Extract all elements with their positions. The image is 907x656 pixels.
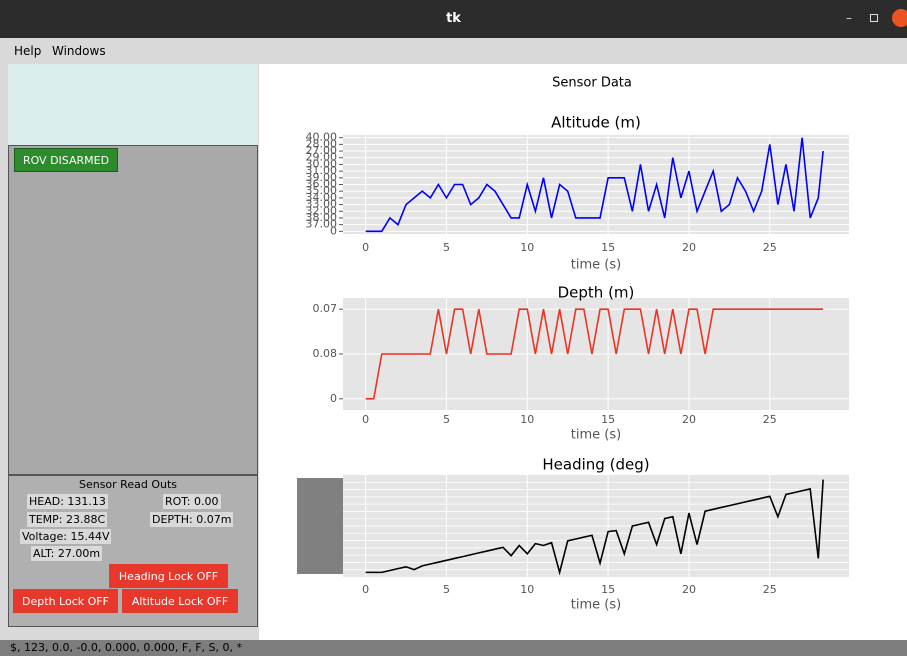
x-tick-label: 5 [443, 413, 450, 426]
readout: TEMP: 23.88C [27, 512, 108, 527]
x-tick-label: 0 [362, 583, 369, 596]
data-line [365, 308, 824, 400]
y-tick-label: 29.00 [306, 151, 338, 164]
x-tick-label: 25 [763, 583, 777, 596]
y-tick-label: 33.00 [306, 198, 338, 211]
status-bar: $, 123, 0.0, -0.0, 0.000, 0.000, F, F, S… [0, 640, 907, 656]
y-tick-label: 35.00 [306, 184, 338, 197]
x-tick-label: 10 [520, 583, 534, 596]
x-tick-label: 15 [601, 583, 615, 596]
camera-area [8, 64, 258, 145]
x-tick-label: 25 [763, 413, 777, 426]
title-bar: tk – [0, 0, 907, 38]
window-title: tk [446, 11, 461, 26]
x-tick-label: 10 [520, 413, 534, 426]
depth-lock-button[interactable]: Depth Lock OFF [13, 589, 118, 613]
menu-item[interactable]: Windows [52, 44, 106, 58]
y-tick-label: 34.00 [306, 191, 338, 204]
x-tick-label: 10 [520, 241, 534, 254]
figure: Sensor Data Altitude (m) time (s) 0 5 10 15 20… [259, 64, 907, 640]
data-line [365, 137, 824, 233]
y-tick-label: 0 [330, 392, 337, 405]
arm-status-button[interactable]: ROV DISARMED [14, 148, 118, 172]
x-tick-label: 0 [362, 241, 369, 254]
chart-title: Depth (m) [558, 284, 635, 302]
control-panel [8, 145, 258, 475]
readout: HEAD: 131.13 [27, 494, 108, 509]
y-tick-label: 0 [330, 224, 337, 237]
x-axis-label: time (s) [571, 598, 621, 613]
overlapping-tick-labels [297, 478, 343, 574]
x-tick-label: 5 [443, 241, 450, 254]
readout: DEPTH: 0.07m [150, 512, 234, 527]
y-tick-label: 32.00 [306, 204, 338, 217]
y-tick-label: 30.00 [306, 157, 338, 170]
heading-lock-button[interactable]: Heading Lock OFF [109, 564, 228, 588]
x-tick-label: 20 [682, 583, 696, 596]
x-tick-label: 15 [601, 413, 615, 426]
y-tick-label: 0.07 [313, 302, 338, 315]
x-tick-label: 20 [682, 413, 696, 426]
x-axis-label: time (s) [571, 258, 621, 273]
altitude-lock-button[interactable]: Altitude Lock OFF [122, 589, 238, 613]
minimize-button[interactable]: – [846, 11, 852, 25]
chart-title: Altitude (m) [551, 114, 641, 132]
readout: ALT: 27.00m [31, 546, 103, 561]
x-tick-label: 5 [443, 583, 450, 596]
x-tick-label: 15 [601, 241, 615, 254]
y-tick-label: 36.00 [306, 178, 338, 191]
y-tick-label: 37.00 [306, 218, 338, 231]
y-tick-label: 39.00 [306, 171, 338, 184]
y-tick-label: 38.00 [306, 211, 338, 224]
x-tick-label: 20 [682, 241, 696, 254]
x-tick-label: 0 [362, 413, 369, 426]
close-button[interactable] [892, 9, 907, 27]
menu-bar: Help Windows [0, 38, 907, 64]
x-tick-label: 25 [763, 241, 777, 254]
data-line [365, 479, 824, 576]
y-tick-label: 31.00 [306, 164, 338, 177]
chart-title: Heading (deg) [542, 456, 649, 474]
readout: Voltage: 15.44V [20, 529, 112, 544]
y-tick-label: 28.00 [306, 137, 338, 150]
figure-title: Sensor Data [552, 76, 632, 91]
menu-item[interactable]: Help [14, 44, 42, 58]
maximize-button[interactable] [870, 14, 878, 22]
readout: ROT: 0.00 [163, 494, 221, 509]
readout-title: Sensor Read Outs [78, 478, 177, 491]
y-tick-label: 40.00 [306, 131, 338, 144]
x-axis-label: time (s) [571, 428, 621, 443]
y-tick-label: 27.00 [306, 144, 338, 157]
y-tick-label: 0.08 [313, 347, 338, 360]
